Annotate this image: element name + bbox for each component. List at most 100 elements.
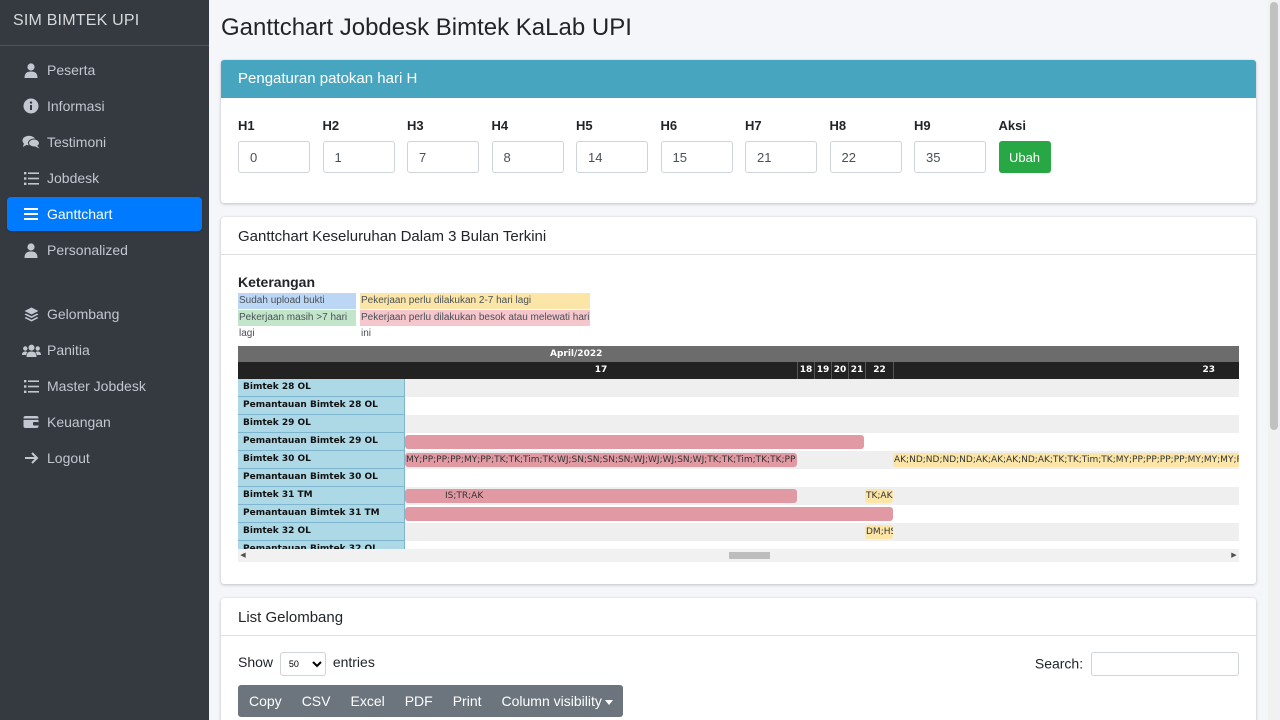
sidebar-item-keuangan[interactable]: Keuangan	[7, 405, 202, 439]
gantt-bar[interactable]: IS;TR;AK	[405, 489, 797, 503]
pdf-button[interactable]: PDF	[404, 693, 433, 709]
scroll-thumb[interactable]	[729, 552, 770, 559]
user-icon	[21, 242, 41, 258]
legend-soon: Pekerjaan perlu dilakukan 2-7 hari lagi	[360, 293, 590, 309]
page-vertical-scrollbar[interactable]	[1268, 0, 1280, 720]
legend-uploaded: Sudah upload bukti	[238, 293, 356, 309]
gantt-bar[interactable]: TK;AK	[865, 489, 893, 503]
sidebar-item-personalized[interactable]: Personalized	[7, 233, 202, 267]
settings-card-header: Pengaturan patokan hari H	[221, 60, 1256, 98]
gantt-row-label: Bimtek 28 OL	[238, 379, 405, 397]
h-fields-row: H1 H2 H3 H4 H5 H6 H7 H8 H9 Aksi Ubah	[238, 115, 1239, 173]
gantt-row-label: Pemantauan Bimtek 29 OL	[238, 433, 405, 451]
h2-input[interactable]	[322, 141, 395, 173]
column-visibility-button[interactable]: Column visibility	[492, 685, 623, 717]
sidebar-item-ganttchart[interactable]: Ganttchart	[7, 197, 202, 231]
scroll-left-icon[interactable]: ◀	[240, 551, 246, 559]
h9-input[interactable]	[914, 141, 986, 173]
layers-icon	[21, 307, 41, 322]
sidebar-item-label: Master Jobdesk	[47, 378, 146, 394]
entries-label: entries	[332, 654, 375, 670]
export-buttons: Copy CSV Excel PDF Print Column visibili…	[238, 685, 623, 717]
gantt-bar[interactable]: DM;HS	[865, 525, 893, 539]
caret-down-icon	[604, 699, 613, 705]
gantt-day-23: 23	[893, 362, 1239, 379]
h3-label: H3	[407, 118, 424, 133]
h5-input[interactable]	[576, 141, 648, 173]
wallet-icon	[21, 415, 41, 429]
gantt-row-label: Bimtek 31 TM	[238, 487, 405, 505]
gantt-bar[interactable]	[405, 507, 893, 521]
settings-card: Pengaturan patokan hari H H1 H2 H3 H4 H5…	[221, 60, 1256, 203]
gantt-day-22: 22	[865, 362, 893, 379]
entries-length: Show 50 entries	[238, 652, 375, 676]
search-input[interactable]	[1091, 652, 1239, 676]
sidebar-item-testimoni[interactable]: Testimoni	[7, 125, 202, 159]
sidebar-nav: Peserta Informasi Testimoni Jobdesk Gant…	[0, 46, 209, 484]
h6-label: H6	[660, 118, 678, 133]
gantt-card-body: Keterangan Sudah upload bukti Pekerjaan …	[221, 255, 1256, 585]
sidebar-item-peserta[interactable]: Peserta	[7, 53, 202, 87]
gantt-row: Pemantauan Bimtek 28 OL	[238, 397, 1239, 415]
legend-title: Keterangan	[238, 274, 316, 290]
search-label: Search:	[1034, 655, 1084, 672]
list-card-body: Show 50 entries Search: Copy CSV Excel P…	[221, 636, 1256, 720]
legend-later: Pekerjaan masih >7 hari lagi	[238, 310, 356, 339]
comments-icon	[21, 135, 41, 149]
copy-button[interactable]: Copy	[249, 693, 282, 709]
sidebar-item-panitia[interactable]: Panitia	[7, 333, 202, 367]
h4-group: H4	[491, 115, 577, 173]
sidebar-item-label: Panitia	[47, 342, 90, 358]
h2-label: H2	[322, 118, 340, 133]
info-icon	[21, 98, 41, 114]
h8-input[interactable]	[829, 141, 902, 173]
search-box: Search:	[1035, 652, 1239, 676]
sidebar-item-gelombang[interactable]: Gelombang	[7, 297, 202, 331]
print-button[interactable]: Print	[452, 693, 482, 709]
users-icon	[21, 344, 41, 357]
sidebar-item-label: Informasi	[47, 98, 105, 114]
brand-title[interactable]: SIM BIMTEK UPI	[0, 0, 209, 46]
excel-button[interactable]: Excel	[350, 693, 385, 709]
gantt-horizontal-scrollbar[interactable]: ◀ ▶	[238, 549, 1239, 562]
h4-input[interactable]	[491, 141, 564, 173]
ubah-button[interactable]: Ubah	[998, 141, 1051, 173]
gantt-bar[interactable]: AK;ND;ND;ND;ND;AK;AK;AK;ND;AK;TK;TK;Tim;…	[893, 453, 1239, 467]
sidebar-item-label: Personalized	[47, 242, 128, 258]
h7-input[interactable]	[745, 141, 817, 173]
gantt-row: Pemantauan Bimtek 32 OL	[238, 541, 1239, 559]
h8-group: H8	[829, 115, 915, 173]
h5-group: H5	[576, 115, 661, 173]
gantt-bar[interactable]: MY;PP;PP;PP;MY;PP;TK;TK;Tim;TK;WJ;SN;SN;…	[405, 453, 797, 467]
h2-group: H2	[322, 115, 408, 173]
h3-input[interactable]	[407, 141, 479, 173]
settings-form: H1 H2 H3 H4 H5 H6 H7 H8 H9 Aksi Ubah	[221, 98, 1256, 190]
scroll-right-icon[interactable]: ▶	[1231, 551, 1237, 559]
sidebar-item-jobdesk[interactable]: Jobdesk	[7, 161, 202, 195]
user-icon	[21, 62, 41, 78]
h9-group: H9	[914, 115, 999, 173]
gantt-bar[interactable]	[405, 435, 864, 449]
sidebar-item-label: Keuangan	[47, 414, 111, 430]
gantt-row: Bimtek 29 OL	[238, 415, 1239, 433]
h3-group: H3	[407, 115, 492, 173]
gantt-day-21: 21	[848, 362, 865, 379]
gantt-card-header: Ganttchart Keseluruhan Dalam 3 Bulan Ter…	[221, 217, 1256, 255]
h1-input[interactable]	[238, 141, 310, 173]
h6-input[interactable]	[660, 141, 733, 173]
entries-select[interactable]: 50	[279, 652, 326, 676]
gantt-day-18: 18	[797, 362, 814, 379]
sidebar-item-label: Logout	[47, 450, 90, 466]
bars-icon	[21, 208, 41, 220]
sidebar-item-label: Peserta	[47, 62, 96, 78]
gantt-chart: April/2022 17 18 19 20 21 22 23 Bimtek 2…	[238, 346, 1239, 568]
sidebar-item-label: Jobdesk	[47, 170, 100, 186]
gantt-row: Bimtek 32 OL DM;HS	[238, 523, 1239, 541]
sidebar-item-informasi[interactable]: Informasi	[7, 89, 202, 123]
sidebar-item-logout[interactable]: Logout	[7, 441, 202, 475]
sidebar-item-master-jobdesk[interactable]: Master Jobdesk	[7, 369, 202, 403]
sidebar: SIM BIMTEK UPI Peserta Informasi Testimo…	[0, 0, 209, 720]
h1-label: H1	[238, 118, 255, 133]
csv-button[interactable]: CSV	[301, 693, 331, 709]
page-scroll-thumb[interactable]	[1270, 2, 1278, 430]
